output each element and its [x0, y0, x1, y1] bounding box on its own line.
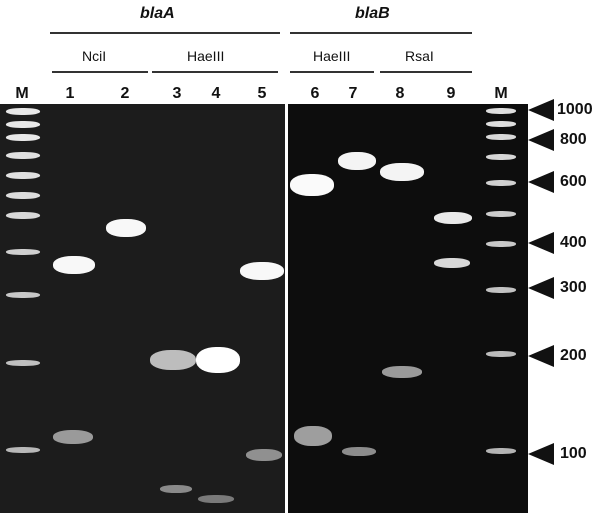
marker-band	[6, 152, 40, 159]
size-label-300: 300	[560, 279, 587, 296]
lane-7-band	[342, 447, 376, 456]
lane-label-5: 5	[257, 85, 267, 102]
marker-band	[486, 108, 516, 114]
lane-5-band	[246, 449, 282, 461]
marker-band	[486, 287, 516, 293]
gene-label-blaA: blaA	[140, 5, 175, 22]
arrow-400-icon	[528, 232, 554, 254]
enzyme-label-haeiii-a: HaeIII	[187, 48, 225, 64]
lane-label-3: 3	[172, 85, 182, 102]
lane-label-m-right: M	[494, 85, 508, 102]
arrow-300-icon	[528, 277, 554, 299]
lane-label-2: 2	[120, 85, 130, 102]
lane-6-band	[294, 426, 332, 446]
lane-1-band	[53, 256, 95, 274]
marker-band	[486, 154, 516, 160]
lane-3-band	[150, 350, 196, 370]
lane-label-4: 4	[211, 85, 221, 102]
marker-band	[6, 134, 40, 141]
marker-band	[486, 351, 516, 357]
size-label-400: 400	[560, 234, 587, 251]
gene-bracket-line-a	[50, 32, 280, 34]
enzyme-label-ncii: NciI	[82, 48, 107, 64]
lane-9-band	[434, 212, 472, 224]
lane-4-band	[198, 495, 234, 503]
enzyme-line-haeiii-b	[290, 71, 374, 73]
marker-band	[486, 211, 516, 217]
size-label-100: 100	[560, 445, 587, 462]
gene-label-blaB: blaB	[355, 5, 390, 22]
lane-9-band	[434, 258, 470, 268]
enzyme-line-rsai	[380, 71, 472, 73]
size-label-600: 600	[560, 173, 587, 190]
lane-2-band	[106, 219, 146, 237]
lane-8-band	[382, 366, 422, 378]
arrow-200-icon	[528, 345, 554, 367]
marker-band	[6, 212, 40, 219]
lane-label-m-left: M	[15, 85, 29, 102]
marker-band	[6, 108, 40, 115]
marker-band	[486, 121, 516, 127]
marker-band	[486, 134, 516, 140]
lane-3-band	[160, 485, 192, 493]
arrow-800-icon	[528, 129, 554, 151]
lane-label-9: 9	[446, 85, 456, 102]
marker-band	[6, 121, 40, 128]
size-label-1000: 1000	[557, 101, 593, 118]
size-label-200: 200	[560, 347, 587, 364]
marker-band	[6, 447, 40, 453]
enzyme-line-ncii	[52, 71, 148, 73]
enzyme-label-rsai: RsaI	[405, 48, 434, 64]
lane-8-band	[380, 163, 424, 181]
gel-panel-a	[0, 104, 285, 513]
marker-band	[486, 241, 516, 247]
lane-label-8: 8	[395, 85, 405, 102]
marker-band	[6, 292, 40, 298]
lane-label-1: 1	[65, 85, 75, 102]
gene-bracket-line-b	[290, 32, 472, 34]
lane-1-band	[53, 430, 93, 444]
marker-band	[486, 448, 516, 454]
lane-7-band	[338, 152, 376, 170]
lane-5-band	[240, 262, 284, 280]
size-label-800: 800	[560, 131, 587, 148]
gel-panel-b	[288, 104, 528, 513]
marker-band	[486, 180, 516, 186]
lane-label-7: 7	[348, 85, 358, 102]
marker-band	[6, 192, 40, 199]
enzyme-line-haeiii-a	[152, 71, 278, 73]
arrow-600-icon	[528, 171, 554, 193]
arrow-1000-icon	[528, 99, 554, 121]
lane-4-band	[196, 347, 240, 373]
marker-band	[6, 249, 40, 255]
marker-band	[6, 360, 40, 366]
lane-label-6: 6	[310, 85, 320, 102]
marker-band	[6, 172, 40, 179]
enzyme-label-haeiii-b: HaeIII	[313, 48, 351, 64]
arrow-100-icon	[528, 443, 554, 465]
lane-6-band	[290, 174, 334, 196]
